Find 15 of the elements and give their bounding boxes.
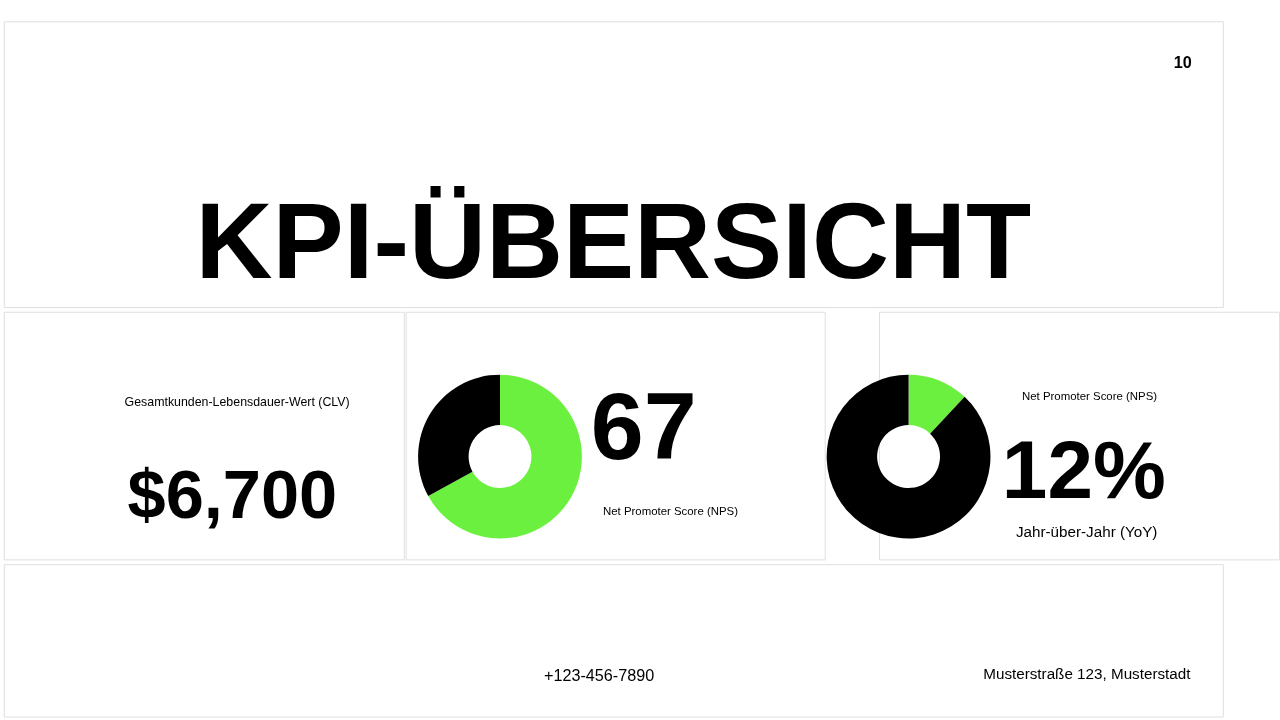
- text: Net Promoter Score (NPS): [602, 504, 739, 517]
- text: Musterstraße 123, Musterstadt: [983, 665, 1192, 683]
- text: KPI-ÜBERSICHT: [195, 180, 1032, 301]
- donut-slice: [418, 374, 500, 497]
- text: Gesamtkunden-Lebensdauer-Wert (CLV): [124, 395, 350, 410]
- donut-slice: [908, 374, 965, 434]
- donut-slice: [428, 374, 582, 539]
- text: $6,700: [127, 456, 338, 534]
- text: 67: [590, 373, 697, 480]
- text: +123-456-7890: [543, 666, 655, 685]
- text: Net Promoter Score (NPS): [1022, 390, 1158, 403]
- donut-slice: [826, 374, 991, 539]
- text: 10: [1173, 52, 1192, 71]
- text: 12%: [1001, 424, 1166, 516]
- text: Jahr-über-Jahr (YoY): [1015, 522, 1158, 540]
